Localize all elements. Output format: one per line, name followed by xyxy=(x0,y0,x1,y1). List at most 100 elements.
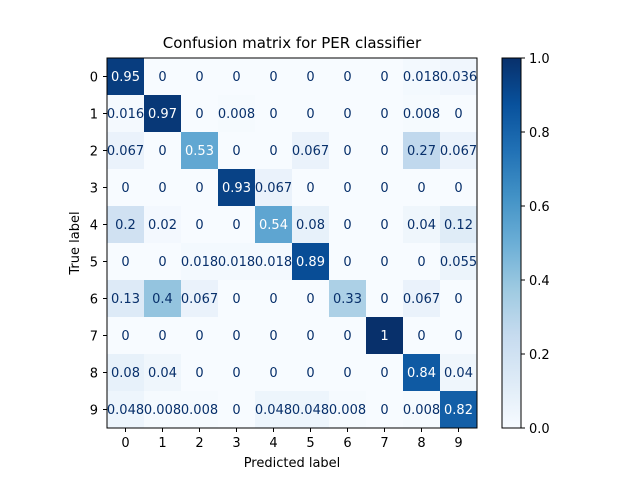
heatmap-cell xyxy=(255,391,293,429)
heatmap-cell xyxy=(440,391,478,429)
cell-value-label: 0.067 xyxy=(403,292,440,307)
cell-value-label: 0 xyxy=(158,70,166,85)
heatmap-cell xyxy=(440,58,478,96)
cell-value-label: 0 xyxy=(306,292,314,307)
cell-value-label: 0.54 xyxy=(259,218,288,233)
plot-frame xyxy=(106,57,478,429)
cell-value-label: 0.84 xyxy=(407,366,436,381)
cell-value-label: 0 xyxy=(121,255,129,270)
cell-value-label: 0 xyxy=(269,366,277,381)
cell-value-label: 0 xyxy=(269,70,277,85)
cell-value-label: 0.08 xyxy=(296,218,325,233)
cell-value-label: 0 xyxy=(121,181,129,196)
cell-value-label: 0 xyxy=(343,70,351,85)
x-tick-label: 2 xyxy=(195,436,203,451)
heatmap-cell xyxy=(255,354,293,392)
cell-value-label: 0.067 xyxy=(255,181,292,196)
heatmap-cell xyxy=(218,132,256,170)
cell-value-label: 0 xyxy=(232,70,240,85)
heatmap-cell xyxy=(440,317,478,355)
cell-value-label: 0.4 xyxy=(152,292,173,307)
heatmap-cell xyxy=(292,391,330,429)
heatmap-cell xyxy=(255,317,293,355)
cell-value-label: 0.018 xyxy=(181,255,218,270)
cell-value-label: 0.008 xyxy=(144,403,181,418)
heatmap-cell xyxy=(403,354,441,392)
cell-value-label: 0 xyxy=(454,107,462,122)
heatmap-cell xyxy=(218,280,256,318)
cell-value-label: 0 xyxy=(380,255,388,270)
y-tick-label: 7 xyxy=(90,330,98,345)
cell-value-label: 0.97 xyxy=(148,107,177,122)
y-tick-label: 9 xyxy=(90,404,98,419)
heatmap-cell xyxy=(292,169,330,207)
heatmap-cell xyxy=(107,243,145,281)
heatmap-cell xyxy=(107,206,145,244)
cell-value-label: 0.95 xyxy=(111,70,140,85)
heatmap-cell xyxy=(366,132,404,170)
cell-value-label: 0 xyxy=(306,181,314,196)
y-tick-label: 3 xyxy=(90,182,98,197)
cell-value-label: 0.008 xyxy=(329,403,366,418)
cell-value-label: 0 xyxy=(232,329,240,344)
heatmap-cell xyxy=(255,243,293,281)
heatmap-cell xyxy=(329,317,367,355)
colorbar-tick-label: 0.2 xyxy=(529,348,550,363)
heatmap-cell xyxy=(329,169,367,207)
cell-value-label: 0.048 xyxy=(107,403,144,418)
heatmap-cell xyxy=(181,280,219,318)
cell-value-label: 0 xyxy=(380,70,388,85)
heatmap-cell xyxy=(107,132,145,170)
colorbar-ticks: 0.0 0.2 0.4 0.6 0.8 1.0 xyxy=(521,52,550,437)
cell-value-label: 0 xyxy=(380,403,388,418)
heatmap-cell xyxy=(255,169,293,207)
cell-value-label: 0 xyxy=(380,292,388,307)
heatmap-cell xyxy=(218,317,256,355)
heatmap-cell xyxy=(292,206,330,244)
heatmap-cell xyxy=(292,317,330,355)
cell-value-label: 0 xyxy=(121,329,129,344)
cell-value-label: 0.33 xyxy=(333,292,362,307)
heatmap-cell xyxy=(292,95,330,133)
cell-value-label: 0 xyxy=(343,107,351,122)
heatmap-cell xyxy=(292,243,330,281)
heatmap-cell xyxy=(403,132,441,170)
heatmap-cell xyxy=(218,58,256,96)
y-tick-label: 1 xyxy=(90,108,98,123)
y-tick-label: 2 xyxy=(90,145,98,160)
heatmap-cell xyxy=(255,206,293,244)
cell-value-label: 0 xyxy=(343,181,351,196)
y-tick-label: 4 xyxy=(90,219,98,234)
colorbar-tick-label: 0.6 xyxy=(529,200,550,215)
cell-value-label: 0 xyxy=(232,144,240,159)
cell-value-label: 0 xyxy=(380,366,388,381)
heatmap-cell xyxy=(366,169,404,207)
y-axis-label: True label xyxy=(68,211,83,275)
heatmap-cell xyxy=(329,391,367,429)
cell-value-label: 0 xyxy=(343,329,351,344)
cell-value-label: 0 xyxy=(417,329,425,344)
heatmap-cell xyxy=(292,132,330,170)
heatmap-cell xyxy=(255,95,293,133)
cell-value-label: 0 xyxy=(417,255,425,270)
cell-value-label: 0.048 xyxy=(292,403,329,418)
cell-value-label: 0 xyxy=(306,329,314,344)
heatmap-cell xyxy=(144,132,182,170)
heatmap-cell xyxy=(440,243,478,281)
heatmap-cell xyxy=(292,354,330,392)
x-tick-label: 5 xyxy=(306,436,314,451)
heatmap-cell xyxy=(107,169,145,207)
colorbar-tick-label: 0.4 xyxy=(529,274,550,289)
heatmap-cell xyxy=(403,317,441,355)
heatmap-cell xyxy=(144,280,182,318)
heatmap-cell xyxy=(218,169,256,207)
heatmap-cell xyxy=(144,391,182,429)
heatmap-cell xyxy=(107,95,145,133)
heatmap-cell xyxy=(440,206,478,244)
heatmap-cell xyxy=(218,95,256,133)
heatmap-cell xyxy=(218,354,256,392)
x-tick-label: 3 xyxy=(232,436,240,451)
cell-value-label: 0 xyxy=(195,181,203,196)
